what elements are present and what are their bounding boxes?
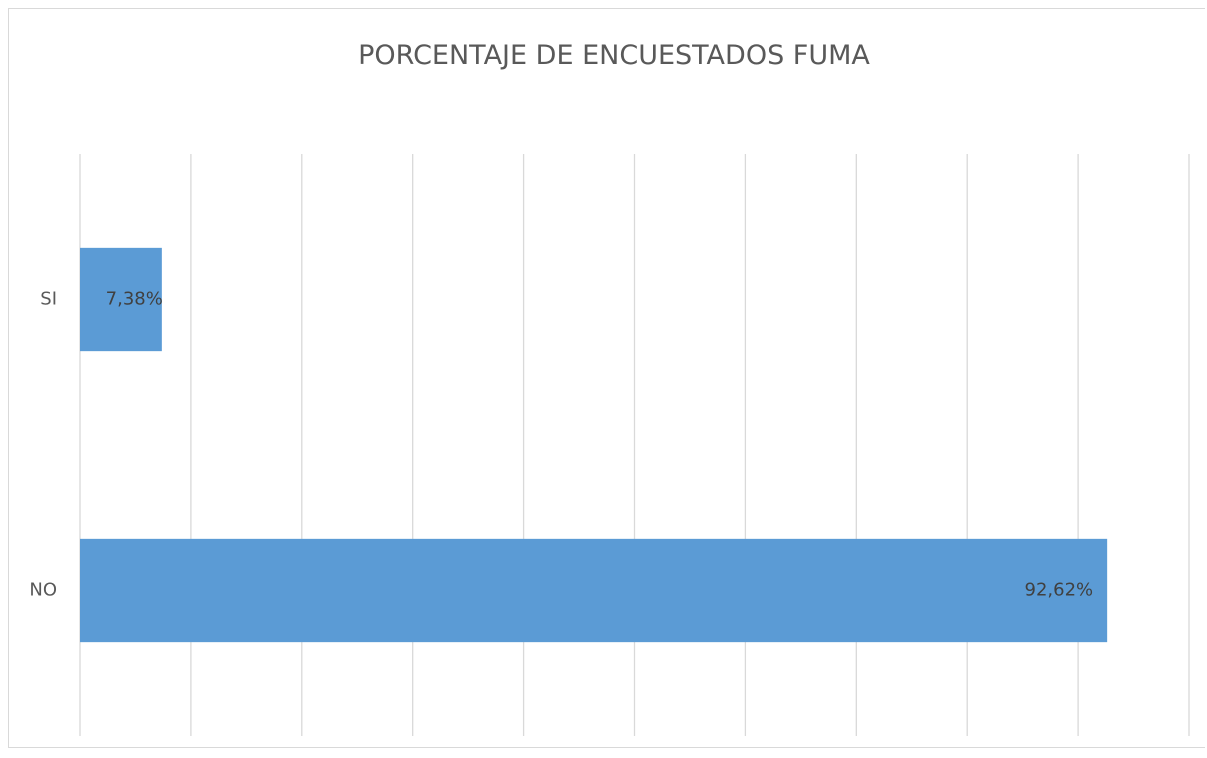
chart-title: PORCENTAJE DE ENCUESTADOS FUMA (358, 40, 870, 71)
bar (80, 247, 162, 352)
y-tick-label: SI (40, 289, 57, 310)
data-label: 92,62% (1025, 580, 1094, 601)
bar (80, 538, 1108, 643)
chart-frame (8, 8, 1205, 748)
data-label: 7,38% (106, 289, 163, 310)
y-tick-label: NO (29, 580, 57, 601)
